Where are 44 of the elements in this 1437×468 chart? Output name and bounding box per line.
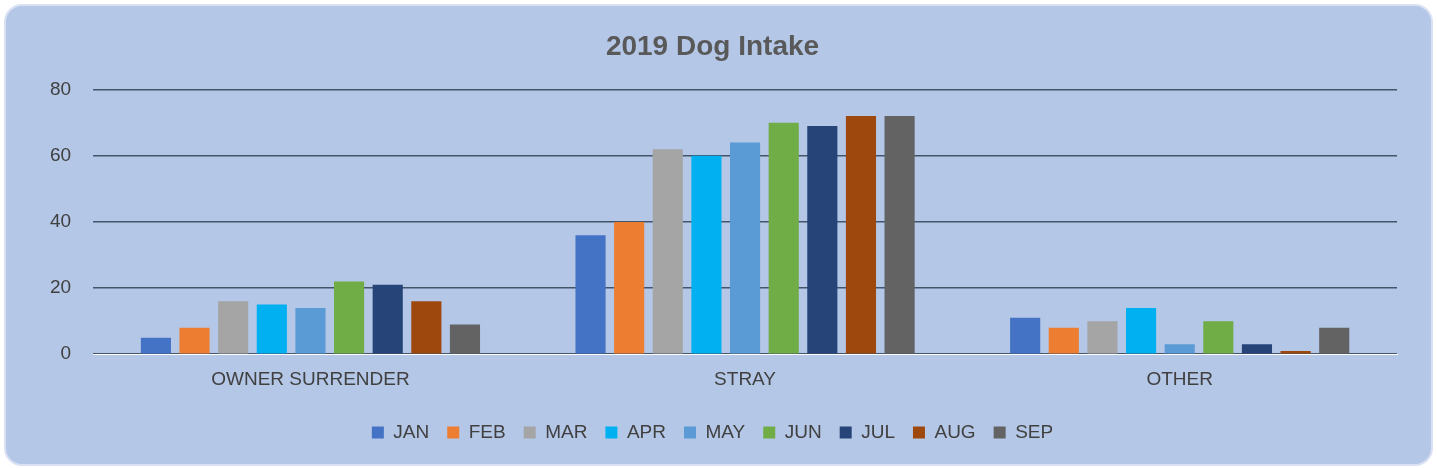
bar <box>1203 321 1234 354</box>
chart-title: 2019 Dog Intake <box>605 29 820 61</box>
bar <box>1010 317 1041 354</box>
y-tick-label: 60 <box>49 143 72 165</box>
bar <box>845 116 877 354</box>
bar <box>884 116 915 354</box>
bar <box>768 122 799 354</box>
legend-label: MAR <box>545 420 588 442</box>
bar <box>1087 321 1118 354</box>
y-tick-label: 0 <box>60 342 72 364</box>
legend-label: JUN <box>784 420 822 442</box>
bar <box>256 304 287 354</box>
legend-label: AUG <box>934 420 976 442</box>
bar <box>730 142 761 354</box>
legend-label: JUL <box>861 420 895 442</box>
bar <box>1164 344 1195 354</box>
x-tick-label: OWNER SURRENDER <box>211 367 410 389</box>
legend-label: MAY <box>705 420 746 442</box>
bar <box>334 281 365 354</box>
bar <box>372 284 403 354</box>
bar <box>449 324 481 354</box>
bar <box>1319 327 1350 354</box>
bar <box>807 125 838 354</box>
y-tick-label: 40 <box>49 210 72 232</box>
y-tick-label: 20 <box>49 276 72 298</box>
bar <box>411 301 442 354</box>
bar <box>140 337 171 354</box>
y-tick-label: 80 <box>49 77 72 99</box>
bar <box>1048 327 1079 354</box>
bar <box>295 307 326 354</box>
bar <box>614 221 645 354</box>
bar <box>218 301 249 354</box>
x-tick-label: OTHER <box>1146 367 1213 389</box>
bar <box>1125 307 1157 354</box>
bar <box>575 235 606 354</box>
bar <box>691 155 722 354</box>
bar <box>652 149 683 354</box>
bar <box>1241 344 1273 354</box>
legend-label: APR <box>626 420 666 442</box>
bar <box>179 327 210 354</box>
legend-label: JAN <box>393 420 430 442</box>
legend-label: FEB <box>468 420 506 442</box>
legend-label: SEP <box>1015 420 1054 442</box>
x-tick-label: STRAY <box>714 367 777 389</box>
